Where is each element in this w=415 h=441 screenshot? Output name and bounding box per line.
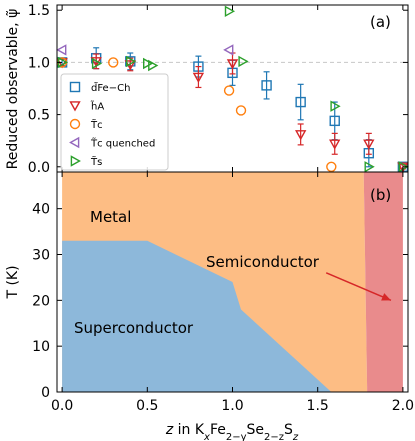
region-superconductor (62, 240, 332, 392)
panel-a-y-axis-label: Reduced observable, ψ̃ (5, 9, 21, 170)
data-point (56, 44, 67, 56)
legend-label: d̃Fe−Ch (91, 81, 130, 94)
data-point (261, 80, 272, 91)
x-label-part: Fe (210, 422, 226, 438)
x-label-part: z (292, 432, 299, 441)
x-label-part: Se (247, 422, 265, 438)
legend-box (60, 73, 169, 171)
panel-b-x-tick-label: 0.0 (51, 398, 73, 414)
panel-a-y-tick-label: 1.0 (28, 55, 50, 71)
x-label-part: in K (173, 422, 205, 438)
data-point (238, 55, 249, 68)
panel-b-y-axis-label: T (K) (5, 265, 21, 299)
panel-a-series (56, 5, 409, 173)
panel-b-y-tick-label: 20 (32, 293, 50, 309)
series-3 (56, 44, 234, 56)
x-label-part: S (284, 422, 293, 438)
panel-b-y-ticks: 0 10 20 30 40 (32, 202, 408, 401)
data-point (326, 161, 337, 172)
legend-marker (69, 81, 81, 93)
legend-marker (69, 118, 81, 130)
panel-b-y-tick-label: 40 (32, 202, 50, 218)
panel-a-label: (a) (370, 13, 391, 31)
region-label-semiconductor: Semiconductor (206, 253, 320, 271)
x-label-part: 2−y (226, 432, 247, 441)
data-point (329, 139, 341, 150)
data-point (91, 57, 103, 70)
panel-b-y-tick-label: 30 (32, 248, 50, 264)
panel-b-label: (b) (370, 186, 391, 204)
legend-label: T̃s (90, 155, 102, 168)
data-point (295, 130, 307, 141)
legend-label: h̃A (90, 100, 104, 113)
arrow-shaft (325, 272, 392, 302)
panel-b-y-tick-label: 10 (32, 339, 50, 355)
legend-marker (69, 136, 80, 149)
panel-a-y-tick-label: 1.5 (28, 3, 50, 19)
x-label-part: 2−z (264, 432, 284, 441)
data-point (363, 139, 375, 150)
panel-a-y-tick-label: 0.5 (28, 108, 50, 124)
data-point (223, 44, 234, 56)
region-semiconductor (363, 172, 403, 392)
panel-a-y-ticks: 0.0 0.5 1.0 1.5 (28, 3, 408, 176)
data-point (148, 59, 159, 72)
data-point (235, 105, 247, 116)
arrow-head (381, 293, 391, 301)
data-point (364, 161, 375, 173)
panel-b-x-axis-label: z in KxFe2−ySe2−zSz (165, 422, 299, 441)
region-label-superconductor: Superconductor (74, 319, 194, 337)
data-point (223, 85, 235, 96)
data-point (295, 96, 306, 108)
legend-label: T̃c quenched (90, 137, 155, 150)
data-point (192, 72, 205, 83)
phase-diagram-regions (62, 172, 403, 392)
panel-b-x-tick-label: 1.0 (221, 398, 243, 414)
panel-a-y-tick-label: 0.0 (28, 160, 50, 176)
semiconductor-arrow (325, 272, 392, 302)
region-label-metal: Metal (90, 208, 131, 226)
x-label-part: z (165, 422, 174, 438)
panel-b-x-tick-label: 1.5 (307, 398, 329, 414)
panel-b-x-tick-label: 2.0 (392, 398, 414, 414)
legend: d̃Fe−Ch h̃A T̃c T̃c quenched T̃s (60, 73, 169, 171)
data-point (108, 57, 119, 68)
data-point (330, 100, 341, 112)
x-label-part: x (203, 432, 210, 441)
legend-label: T̃c (90, 118, 103, 131)
data-point (125, 55, 137, 68)
data-point (224, 5, 236, 17)
legend-marker (69, 101, 81, 112)
panel-b-y-tick-label: 0 (41, 385, 50, 401)
data-point (142, 57, 154, 70)
panel-b-x-tick-label: 0.5 (136, 398, 158, 414)
data-point (226, 59, 239, 70)
legend-marker (70, 155, 81, 167)
data-point (329, 115, 340, 127)
